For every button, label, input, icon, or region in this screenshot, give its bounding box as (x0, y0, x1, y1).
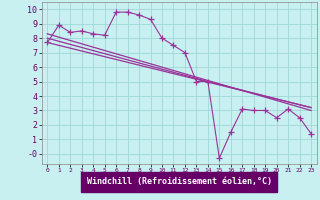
X-axis label: Windchill (Refroidissement éolien,°C): Windchill (Refroidissement éolien,°C) (87, 177, 272, 186)
